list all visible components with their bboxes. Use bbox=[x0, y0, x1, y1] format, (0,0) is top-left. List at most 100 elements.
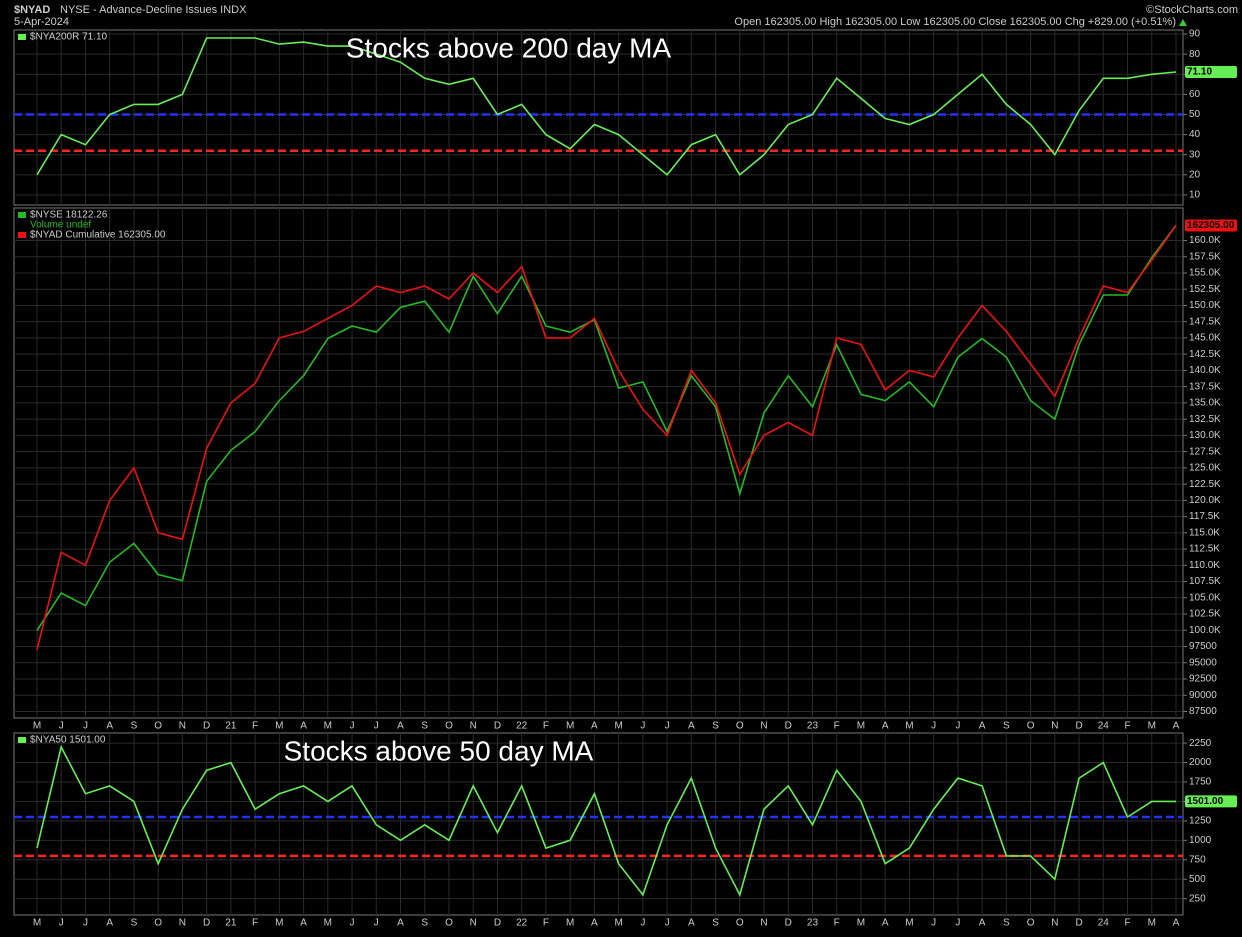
x-tick-label: A bbox=[591, 721, 598, 732]
x-tick-label: 21 bbox=[225, 721, 237, 732]
y-tick-label: 50 bbox=[1189, 109, 1201, 120]
x-tick-label: A bbox=[688, 721, 695, 732]
symbol: $NYAD bbox=[14, 4, 50, 16]
x-tick-label: N bbox=[470, 918, 477, 929]
x-tick-label: O bbox=[736, 721, 744, 732]
x-tick-label: J bbox=[931, 721, 936, 732]
date: 5-Apr-2024 bbox=[14, 16, 69, 28]
y-tick-label: 107.5K bbox=[1189, 576, 1221, 587]
x-tick-label: J bbox=[374, 918, 379, 929]
x-tick-label: J bbox=[83, 918, 88, 929]
last-value-label: 71.10 bbox=[1187, 67, 1212, 78]
x-tick-label: J bbox=[640, 918, 645, 929]
x-tick-label: M bbox=[33, 721, 41, 732]
last-value-label: 1501.00 bbox=[1187, 796, 1224, 807]
x-tick-label: F bbox=[543, 918, 549, 929]
y-tick-label: 750 bbox=[1189, 854, 1206, 865]
legend-swatch bbox=[18, 232, 26, 238]
x-tick-label: M bbox=[857, 721, 865, 732]
y-tick-label: 87500 bbox=[1189, 706, 1217, 717]
y-tick-label: 500 bbox=[1189, 874, 1206, 885]
x-tick-label: J bbox=[59, 918, 64, 929]
x-tick-label: N bbox=[760, 721, 767, 732]
x-tick-label: 24 bbox=[1098, 721, 1110, 732]
y-tick-label: 155.0K bbox=[1189, 268, 1221, 279]
y-tick-label: 112.5K bbox=[1189, 544, 1220, 555]
y-tick-label: 160.0K bbox=[1189, 235, 1221, 246]
y-tick-label: 157.5K bbox=[1189, 251, 1221, 262]
x-tick-label: A bbox=[688, 918, 695, 929]
x-tick-label: J bbox=[350, 918, 355, 929]
x-tick-label: D bbox=[494, 721, 501, 732]
x-tick-label: A bbox=[397, 721, 404, 732]
x-tick-label: A bbox=[300, 721, 307, 732]
description: NYSE - Advance-Decline Issues INDX bbox=[60, 4, 247, 16]
x-tick-label: 22 bbox=[516, 918, 528, 929]
x-tick-label: S bbox=[131, 918, 138, 929]
x-tick-label: D bbox=[1075, 918, 1082, 929]
x-tick-label: A bbox=[397, 918, 404, 929]
y-tick-label: 145.0K bbox=[1189, 333, 1221, 344]
x-tick-label: J bbox=[665, 721, 670, 732]
x-tick-label: 23 bbox=[807, 918, 819, 929]
y-tick-label: 130.0K bbox=[1189, 430, 1221, 441]
x-tick-label: M bbox=[566, 918, 574, 929]
y-tick-label: 100.0K bbox=[1189, 625, 1221, 636]
x-tick-label: A bbox=[1173, 721, 1180, 732]
y-tick-label: 30 bbox=[1189, 149, 1201, 160]
x-tick-label: D bbox=[785, 918, 792, 929]
y-tick-label: 1000 bbox=[1189, 835, 1212, 846]
x-tick-label: S bbox=[421, 721, 428, 732]
panel-frame bbox=[13, 29, 1184, 206]
legend-swatch bbox=[18, 212, 26, 218]
y-tick-label: 135.0K bbox=[1189, 398, 1221, 409]
x-tick-label: O bbox=[736, 918, 744, 929]
x-tick-label: A bbox=[591, 918, 598, 929]
x-tick-label: N bbox=[179, 918, 186, 929]
x-tick-label: J bbox=[955, 721, 960, 732]
legend-label: $NYA50 1501.00 bbox=[30, 735, 106, 746]
annotation: Stocks above 50 day MA bbox=[284, 735, 594, 766]
x-tick-label: N bbox=[1051, 918, 1058, 929]
x-tick-label: D bbox=[1075, 721, 1082, 732]
x-tick-label: A bbox=[979, 721, 986, 732]
y-tick-label: 60 bbox=[1189, 89, 1201, 100]
y-tick-label: 90000 bbox=[1189, 690, 1217, 701]
x-tick-label: O bbox=[1027, 918, 1035, 929]
x-tick-label: J bbox=[83, 721, 88, 732]
y-tick-label: 140.0K bbox=[1189, 365, 1221, 376]
quote: Open 162305.00 High 162305.00 Low 162305… bbox=[734, 16, 1176, 28]
x-tick-label: A bbox=[979, 918, 986, 929]
last-value-tag bbox=[1185, 795, 1237, 808]
x-tick-label: O bbox=[445, 721, 453, 732]
x-tick-label: A bbox=[882, 721, 889, 732]
x-tick-label: M bbox=[1148, 721, 1156, 732]
x-tick-label: M bbox=[324, 721, 332, 732]
y-tick-label: 142.5K bbox=[1189, 349, 1221, 360]
series-line bbox=[36, 744, 1176, 897]
y-tick-label: 95000 bbox=[1189, 657, 1217, 668]
y-tick-label: 90 bbox=[1189, 29, 1201, 40]
x-tick-label: N bbox=[1051, 721, 1058, 732]
x-tick-label: J bbox=[665, 918, 670, 929]
x-tick-label: M bbox=[33, 918, 41, 929]
x-tick-label: M bbox=[905, 721, 913, 732]
y-tick-label: 250 bbox=[1189, 893, 1206, 904]
last-value-tag bbox=[1185, 219, 1237, 232]
y-tick-label: 97500 bbox=[1189, 641, 1217, 652]
x-tick-label: S bbox=[712, 918, 719, 929]
y-tick-label: 110.0K bbox=[1189, 560, 1220, 571]
y-tick-label: 120.0K bbox=[1189, 495, 1221, 506]
x-tick-label: M bbox=[1148, 918, 1156, 929]
y-tick-label: 102.5K bbox=[1189, 609, 1221, 620]
x-tick-label: D bbox=[785, 721, 792, 732]
x-tick-label: O bbox=[154, 721, 162, 732]
panel-frame bbox=[13, 207, 1184, 719]
x-tick-label: A bbox=[106, 721, 113, 732]
x-tick-label: F bbox=[252, 918, 258, 929]
x-tick-label: O bbox=[1027, 721, 1035, 732]
legend-note: Volume undef bbox=[30, 220, 91, 231]
series-line bbox=[36, 224, 1177, 631]
x-tick-label: J bbox=[931, 918, 936, 929]
